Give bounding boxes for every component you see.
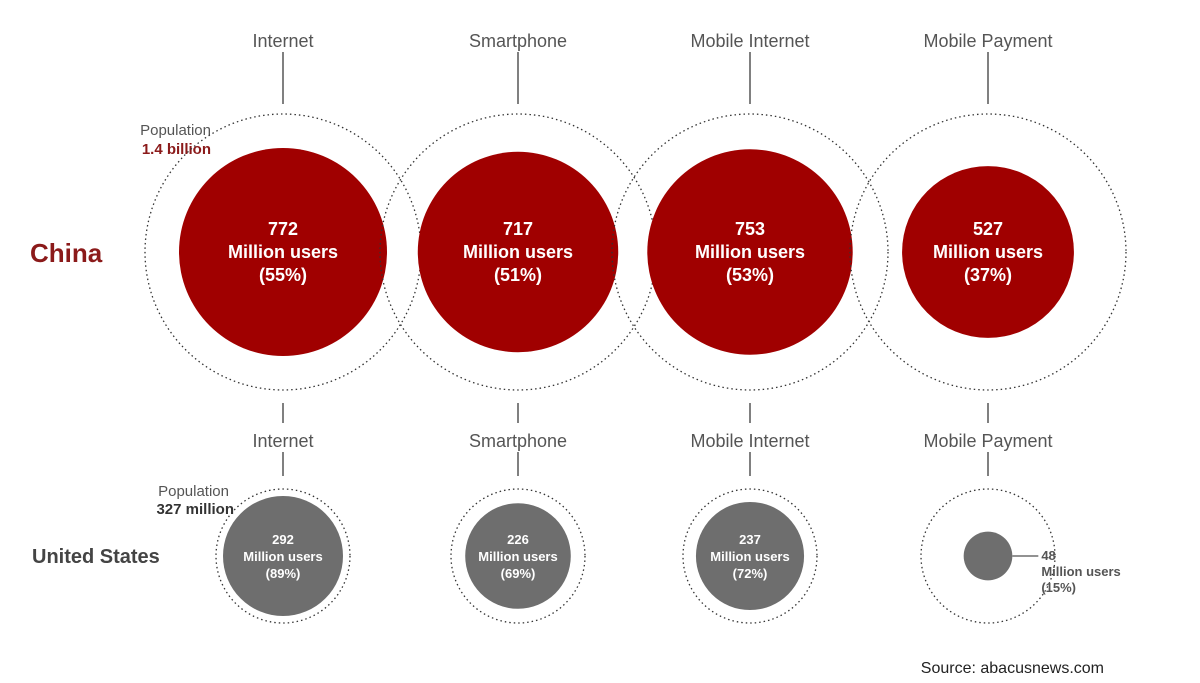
us-category-label-mobile-payment: Mobile Payment (923, 431, 1052, 451)
us-value-label-smartphone-0: 226 (507, 532, 529, 547)
cn-value-label-mobile-internet-1: Million users (695, 242, 805, 262)
us-users-bubble-internet (223, 496, 343, 616)
chart-marks: Internet Smartphone Mobile Internet Mobile … (144, 31, 1127, 624)
cn-value-label-internet-1: Million users (228, 242, 338, 262)
cn-value-label-smartphone-2: (51%) (494, 265, 542, 285)
cn-value-label-smartphone-0: 717 (503, 219, 533, 239)
china-category-label-mobile-payment: Mobile Payment (923, 31, 1052, 51)
cn-value-label-mobile-payment-2: (37%) (964, 265, 1012, 285)
us-population-circle-internet (215, 488, 351, 624)
china-population-value: 1.4 billion (142, 141, 211, 158)
us-country-label: United States (32, 546, 160, 568)
cn-users-bubble-internet (179, 148, 387, 356)
cn-users-bubble-mobile-internet (647, 149, 853, 355)
cn-value-label-mobile-payment-0: 527 (973, 219, 1003, 239)
china-category-label-internet: Internet (252, 31, 313, 51)
us-value-label-internet-1: Million users (243, 549, 322, 564)
us-value-label-mobile-internet-1: Million users (710, 549, 789, 564)
us-value-label-mobile-payment-1: Million users (1041, 564, 1120, 579)
us-category-label-mobile-internet: Mobile Internet (690, 431, 809, 451)
us-value-label-internet-2: (89%) (266, 566, 301, 581)
cn-population-circle-mobile-internet (611, 113, 889, 391)
china-category-label-mobile-internet: Mobile Internet (690, 31, 809, 51)
source-note: Source: abacusnews.com (921, 660, 1104, 677)
us-category-label-internet: Internet (252, 431, 313, 451)
us-value-label-mobile-payment-2: (15%) (1041, 580, 1076, 595)
cn-value-label-mobile-internet-2: (53%) (726, 265, 774, 285)
cn-value-label-mobile-payment-1: Million users (933, 242, 1043, 262)
us-users-bubble-mobile-internet (695, 501, 805, 611)
us-users-bubble-mobile-payment (963, 531, 1013, 581)
cn-value-label-smartphone-1: Million users (463, 242, 573, 262)
us-population-circle-mobile-payment (920, 488, 1056, 624)
china-population-label: Population (140, 122, 211, 139)
cn-value-label-internet-2: (55%) (259, 265, 307, 285)
cn-value-label-internet-0: 772 (268, 219, 298, 239)
us-value-label-mobile-internet-2: (72%) (733, 566, 768, 581)
us-population-circle-smartphone (450, 488, 586, 624)
us-value-label-mobile-internet-0: 237 (739, 532, 761, 547)
china-country-label: China (30, 238, 103, 268)
us-category-label-smartphone: Smartphone (469, 431, 567, 451)
us-population-value: 327 million (156, 501, 234, 518)
us-value-label-internet-0: 292 (272, 532, 294, 547)
china-category-label-smartphone: Smartphone (469, 31, 567, 51)
cn-population-circle-mobile-payment (849, 113, 1127, 391)
us-users-bubble-smartphone (465, 503, 571, 609)
cn-users-bubble-smartphone (417, 151, 619, 353)
cn-users-bubble-mobile-payment (902, 166, 1074, 338)
us-value-label-smartphone-2: (69%) (501, 566, 536, 581)
us-value-label-smartphone-1: Million users (478, 549, 557, 564)
us-population-label: Population (158, 483, 229, 500)
cn-value-label-mobile-internet-0: 753 (735, 219, 765, 239)
us-population-circle-mobile-internet (682, 488, 818, 624)
us-value-label-mobile-payment-0: 48 (1041, 548, 1055, 563)
